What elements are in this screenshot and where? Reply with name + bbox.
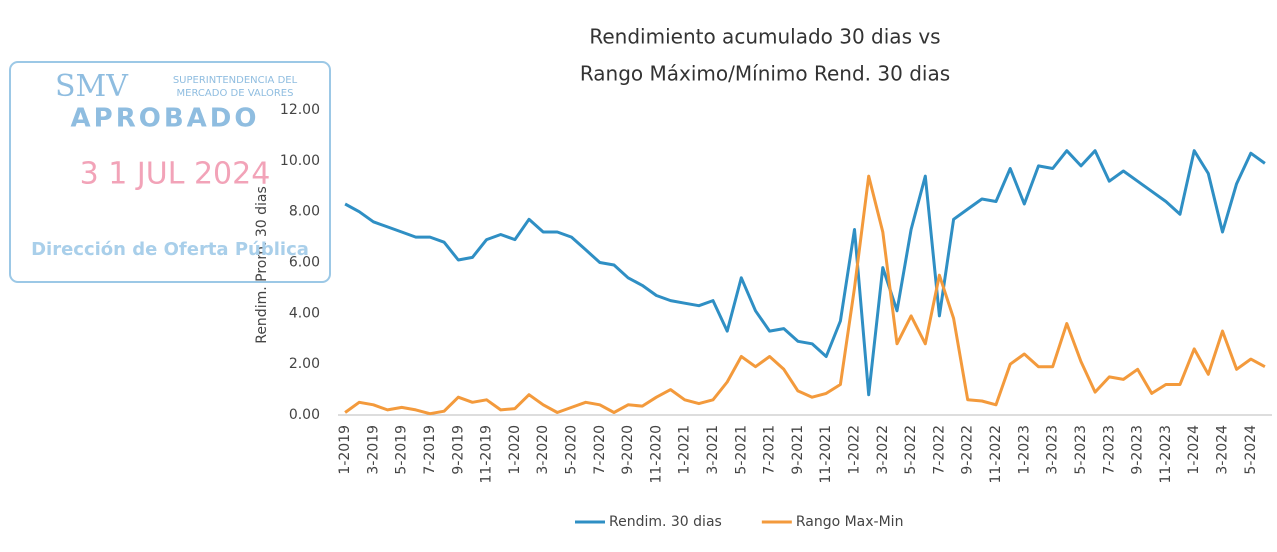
x-tick-label: 1-2022	[847, 425, 863, 475]
x-tick-label: 5-2021	[733, 425, 749, 475]
x-tick-label: 7-2022	[931, 425, 947, 475]
stamp-status: APROBADO	[71, 104, 260, 134]
x-tick-label: 11-2020	[648, 425, 664, 484]
y-tick-label: 6.00	[289, 255, 320, 271]
y-tick-label: 8.00	[289, 204, 320, 220]
x-tick-label: 3-2020	[535, 425, 551, 475]
x-tick-label: 11-2021	[818, 425, 834, 484]
x-tick-label: 1-2019	[337, 425, 353, 475]
x-tick-label: 7-2019	[422, 425, 438, 475]
x-tick-label: 9-2023	[1130, 425, 1146, 475]
y-tick-label: 4.00	[289, 305, 320, 321]
x-tick-label: 3-2022	[875, 425, 891, 475]
x-tick-label: 5-2024	[1243, 425, 1259, 475]
y-tick-label: 10.00	[280, 153, 320, 169]
x-tick-label: 9-2020	[620, 425, 636, 475]
y-tick-label: 2.00	[289, 356, 320, 372]
x-tick-label: 3-2023	[1045, 425, 1061, 475]
x-tick-label: 3-2021	[705, 425, 721, 475]
x-tick-label: 1-2020	[507, 425, 523, 475]
chart-title: Rendimiento acumulado 30 dias vs	[589, 25, 940, 49]
series-line	[344, 149, 1266, 397]
legend-label: Rango Max-Min	[796, 514, 904, 530]
x-tick-label: 1-2023	[1016, 425, 1032, 475]
x-tick-label: 9-2022	[960, 425, 976, 475]
stamp-org: SUPERINTENDENCIA DEL	[173, 75, 298, 86]
stamp-logo: SMV	[55, 69, 129, 104]
y-axis-label: Rendim. Prom. 30 dias	[254, 186, 270, 344]
stamp: SMV SUPERINTENDENCIA DEL MERCADO DE VALO…	[9, 61, 331, 283]
x-tick-label: 1-2024	[1186, 425, 1202, 475]
x-tick-label: 7-2023	[1101, 425, 1117, 475]
x-tick-label: 7-2021	[762, 425, 778, 475]
x-tick-label: 9-2021	[790, 425, 806, 475]
x-tick-label: 5-2022	[903, 425, 919, 475]
x-tick-label: 7-2020	[592, 425, 608, 475]
y-tick-label: 12.00	[280, 102, 320, 118]
stamp-date: 3 1 JUL 2024	[80, 157, 271, 192]
legend-label: Rendim. 30 dias	[609, 514, 722, 530]
x-tick-label: 11-2022	[988, 425, 1004, 484]
x-tick-label: 5-2019	[394, 425, 410, 475]
x-tick-label: 11-2023	[1158, 425, 1174, 484]
x-tick-label: 3-2019	[365, 425, 381, 475]
stamp-border	[9, 61, 331, 283]
chart-title: Rango Máximo/Mínimo Rend. 30 dias	[580, 62, 950, 86]
x-tick-label: 11-2019	[479, 425, 495, 484]
x-tick-label: 9-2019	[450, 425, 466, 475]
stamp-org: MERCADO DE VALORES	[177, 88, 294, 99]
series-line	[344, 174, 1266, 416]
x-tick-label: 5-2020	[564, 425, 580, 475]
x-tick-label: 1-2021	[677, 425, 693, 475]
stamp-office: Dirección de Oferta Pública	[31, 239, 309, 260]
x-tick-label: 3-2024	[1214, 425, 1230, 475]
y-tick-label: 0.00	[289, 407, 320, 423]
x-tick-label: 5-2023	[1073, 425, 1089, 475]
